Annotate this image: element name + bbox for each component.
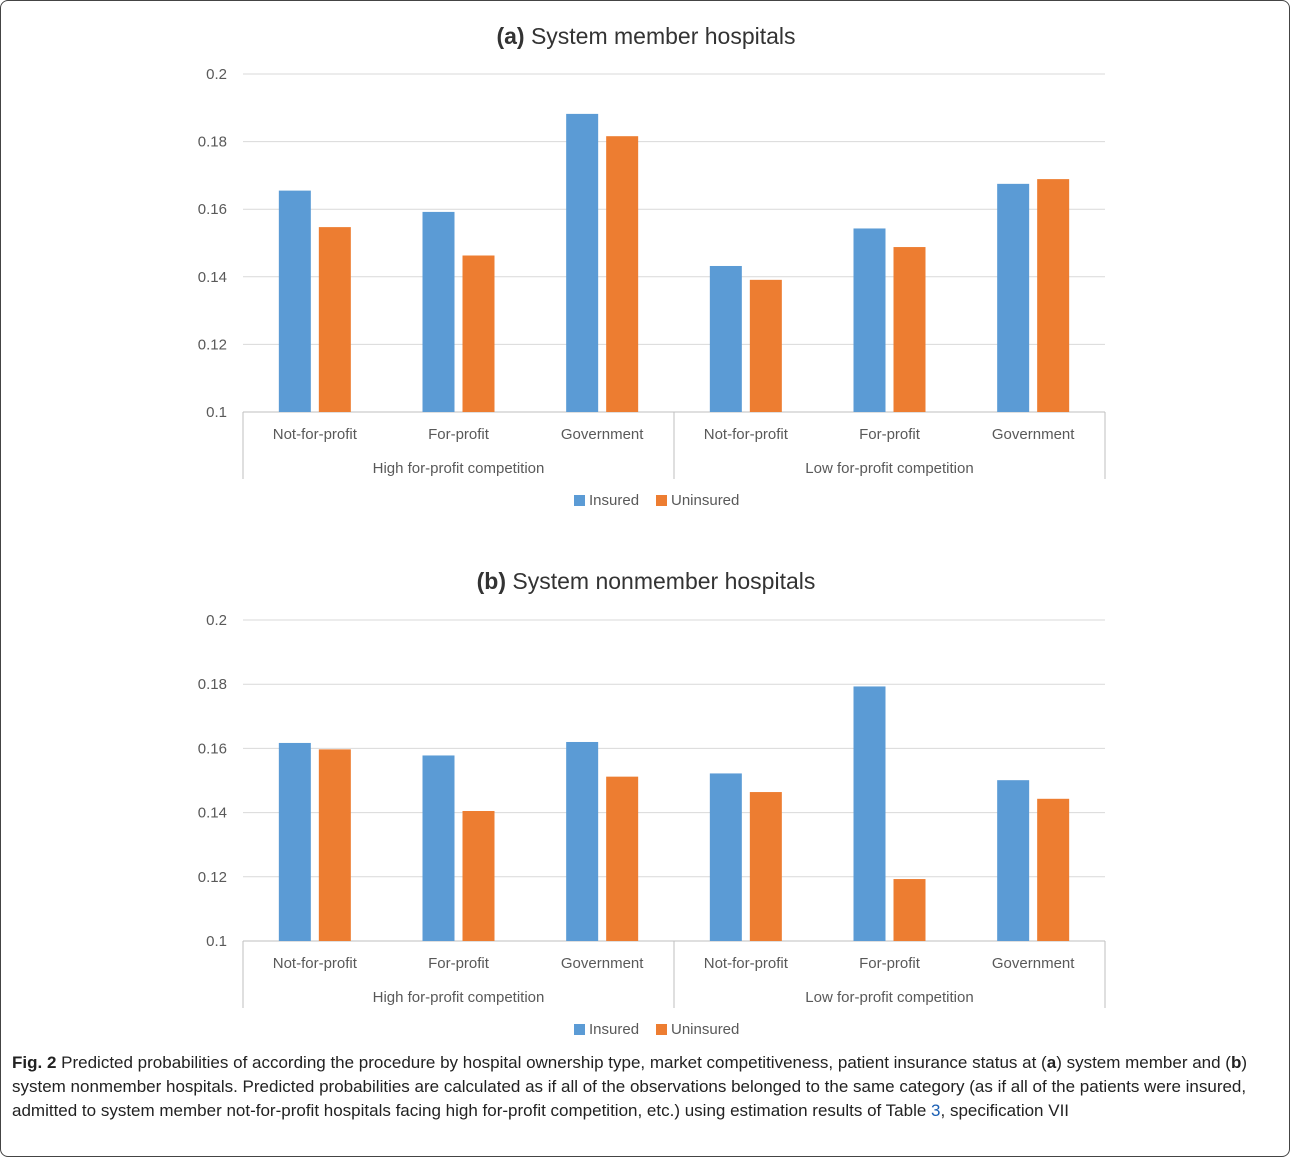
legend-swatch-uninsured xyxy=(656,495,667,506)
figure-caption: Fig. 2 Predicted probabilities of accord… xyxy=(12,1051,1274,1123)
caption-text-3: ) system nonmember hospitals. Predicted … xyxy=(12,1053,1248,1120)
bar-insured-0 xyxy=(278,190,311,412)
bar-insured-0 xyxy=(278,742,311,941)
bar-uninsured-5 xyxy=(1037,179,1070,412)
bar-uninsured-2 xyxy=(606,776,639,941)
legend-swatch-insured xyxy=(574,495,585,506)
group-label: Low for-profit competition xyxy=(805,460,973,477)
bar-insured-4 xyxy=(853,686,886,941)
x-tick-label: Not-for-profit xyxy=(273,426,358,443)
caption-text-2: ) system member and ( xyxy=(1056,1053,1231,1072)
bar-insured-2 xyxy=(566,113,599,412)
caption-text-1: Predicted probabilities of according the… xyxy=(56,1053,1047,1072)
bar-uninsured-5 xyxy=(1037,798,1070,941)
caption-text-4: , specification VII xyxy=(940,1101,1070,1120)
y-tick-label: 0.14 xyxy=(198,269,227,286)
y-tick-label: 0.12 xyxy=(198,869,227,886)
x-tick-label: Not-for-profit xyxy=(704,426,789,443)
chart-title: (b) System nonmember hospitals xyxy=(477,568,816,594)
group-label: High for-profit competition xyxy=(373,989,545,1006)
y-tick-label: 0.14 xyxy=(198,805,227,822)
bar-uninsured-0 xyxy=(318,749,351,941)
x-tick-label: Government xyxy=(992,426,1075,443)
group-label: Low for-profit competition xyxy=(805,989,973,1006)
legend-label-insured: Insured xyxy=(589,1021,639,1038)
y-tick-label: 0.18 xyxy=(198,134,227,151)
y-tick-label: 0.18 xyxy=(198,676,227,693)
y-tick-label: 0.16 xyxy=(198,201,227,218)
legend-label-uninsured: Uninsured xyxy=(671,1021,739,1038)
legend-label-insured: Insured xyxy=(589,492,639,509)
y-tick-label: 0.16 xyxy=(198,740,227,757)
bar-insured-1 xyxy=(422,755,455,941)
table-reference-link[interactable]: 3 xyxy=(931,1101,941,1120)
bar-uninsured-3 xyxy=(749,279,782,412)
x-tick-label: Not-for-profit xyxy=(273,955,358,972)
caption-panel-a-ref: a xyxy=(1046,1053,1057,1072)
caption-panel-b-ref: b xyxy=(1230,1053,1242,1072)
bar-uninsured-0 xyxy=(318,227,351,412)
bar-uninsured-1 xyxy=(462,810,495,941)
group-label: High for-profit competition xyxy=(373,460,545,477)
x-tick-label: For-profit xyxy=(859,955,921,972)
bar-insured-4 xyxy=(853,228,886,412)
chart-title-panel: (a) xyxy=(496,23,524,49)
bar-insured-5 xyxy=(997,780,1030,941)
x-tick-label: Government xyxy=(561,955,644,972)
legend-label-uninsured: Uninsured xyxy=(671,492,739,509)
bar-insured-1 xyxy=(422,211,455,412)
y-tick-label: 0.1 xyxy=(206,933,227,950)
bar-insured-3 xyxy=(709,265,742,412)
bar-uninsured-1 xyxy=(462,255,495,412)
y-tick-label: 0.2 xyxy=(206,66,227,83)
x-tick-label: Government xyxy=(992,955,1075,972)
x-tick-label: For-profit xyxy=(859,426,921,443)
bar-uninsured-3 xyxy=(749,792,782,941)
bar-uninsured-2 xyxy=(606,136,639,412)
bar-insured-2 xyxy=(566,741,599,941)
x-tick-label: Not-for-profit xyxy=(704,955,789,972)
bar-insured-3 xyxy=(709,773,742,941)
chart-a: (a) System member hospitals 0.1 0.12 0.14 0.… xyxy=(198,23,1106,509)
y-tick-label: 0.1 xyxy=(206,404,227,421)
chart-title: (a) System member hospitals xyxy=(496,23,795,49)
legend-swatch-insured xyxy=(574,1024,585,1035)
chart-title-panel: (b) xyxy=(477,568,506,594)
legend-swatch-uninsured xyxy=(656,1024,667,1035)
x-tick-label: Government xyxy=(561,426,644,443)
chart-title-text: System member hospitals xyxy=(525,23,796,49)
x-tick-label: For-profit xyxy=(428,426,490,443)
bar-uninsured-4 xyxy=(893,247,926,412)
figure-label: Fig. 2 xyxy=(12,1053,57,1072)
x-tick-label: For-profit xyxy=(428,955,490,972)
y-tick-label: 0.2 xyxy=(206,612,227,629)
chart-title-text: System nonmember hospitals xyxy=(506,568,815,594)
chart-b: (b) System nonmember hospitals 0.1 0.12 0.1… xyxy=(198,568,1106,1038)
bar-uninsured-4 xyxy=(893,879,926,941)
y-tick-label: 0.12 xyxy=(198,336,227,353)
bar-insured-5 xyxy=(997,183,1030,412)
